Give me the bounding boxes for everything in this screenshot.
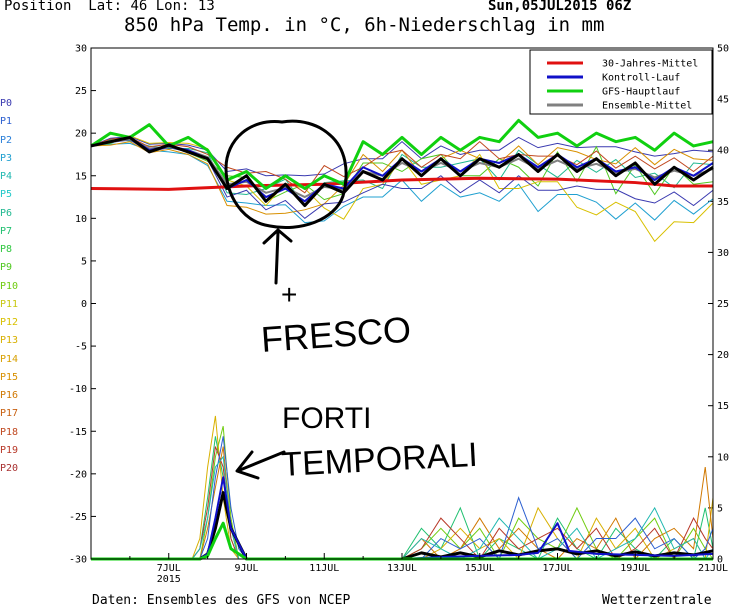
legend-label: GFS-Hauptlauf <box>602 87 680 98</box>
y-right-tick-label: 15 <box>717 401 729 412</box>
y-left-tick-label: 30 <box>75 44 87 55</box>
storms-label-line2: TEMPORALI <box>280 436 478 484</box>
y-right-tick-label: 30 <box>717 248 729 259</box>
member-label-p11: P11 <box>0 298 19 310</box>
legend-label: Ensemble-Mittel <box>602 101 692 112</box>
position-label: Position Lat: 46 Lon: 13 <box>4 0 215 14</box>
y-left-tick-label: 10 <box>75 214 87 225</box>
member-label-p19: P19 <box>0 444 19 456</box>
member-label-p17: P17 <box>0 408 19 420</box>
member-label-p14: P14 <box>0 353 19 365</box>
member-temp-line <box>90 136 714 177</box>
member-precip-line <box>91 415 714 561</box>
legend: 30-Jahres-Mittel Kontroll-Lauf GFS-Hauptla… <box>529 49 713 115</box>
member-label-p2: P2 <box>0 134 13 146</box>
chart-title: 850 hPa Temp. in °C, 6h-Niederschlag in … <box>124 14 605 36</box>
x-tick-label: 21JUL <box>698 563 728 574</box>
member-label-p10: P10 <box>0 280 19 292</box>
member-label-p5: P5 <box>0 189 13 201</box>
member-label-p4: P4 <box>0 171 13 182</box>
y-left-tick-label: -20 <box>69 469 87 480</box>
member-label-p16: P16 <box>0 390 19 401</box>
member-label-p20: P20 <box>0 463 19 474</box>
arrow-temporali <box>235 450 286 480</box>
x-tick-label: 9JUL <box>234 563 258 574</box>
member-label-p12: P12 <box>0 317 19 328</box>
y-right-tick-label: 40 <box>717 146 729 157</box>
y-right-tick-label: 0 <box>717 555 723 566</box>
y-left-tick-label: -10 <box>69 384 87 395</box>
y-right-tick-label: 20 <box>717 350 729 361</box>
y-left-tick-label: 25 <box>75 86 87 97</box>
member-label-p13: P13 <box>0 335 19 347</box>
longitude: Lon: 13 <box>155 0 215 14</box>
member-label-p0: P0 <box>0 98 13 109</box>
member-precip-line <box>91 446 714 561</box>
y-left-tick-label: 5 <box>81 256 87 267</box>
ensemble-member-list: P0 P1 P2 P3 P4 P5 P6 P7 P8 P9 P10 P11 P12 P13 P14 P15 P1… <box>0 98 34 481</box>
run-datetime: Sun,05JUL2015 06Z <box>488 0 632 14</box>
y-left-tick-label: -5 <box>75 342 87 353</box>
x-tick-label: 15JUL <box>465 563 495 574</box>
y-left-tick-label: 20 <box>75 129 87 140</box>
x-tick-label: 7JUL <box>157 563 181 574</box>
member-label-p7: P7 <box>0 225 13 237</box>
legend-box <box>529 49 713 115</box>
y-left-tick-label: 0 <box>81 299 87 310</box>
y-right-tick-label: 10 <box>717 452 729 463</box>
member-precip-line <box>91 436 714 560</box>
data-source: Daten: Ensembles des GFS von NCEP <box>92 593 351 608</box>
y-left-tick-label: -15 <box>69 427 87 438</box>
y-left-tick-label: -30 <box>69 555 87 566</box>
legend-label: 30-Jahres-Mittel <box>602 59 698 70</box>
member-label-p3: P3 <box>0 152 13 164</box>
member-label-p8: P8 <box>0 244 13 255</box>
y-right-tick-label: 45 <box>717 95 729 106</box>
series-gfs-hauptlauf <box>90 118 714 191</box>
y-left-tick-label: -25 <box>69 512 87 523</box>
cooler-sign: + <box>281 279 297 310</box>
x-tick-label: 13JUL <box>387 563 417 574</box>
legend-label: Kontroll-Lauf <box>602 73 680 84</box>
circle-annotation <box>224 119 348 229</box>
storms-label-line1: FORTI <box>282 402 371 435</box>
y-left-tick-label: 15 <box>75 171 87 182</box>
arrow-fresco <box>262 228 293 285</box>
x-tick-label: 11JUL <box>309 563 339 574</box>
member-temp-line <box>90 139 714 207</box>
latitude: Lat: 46 <box>88 0 148 14</box>
y-right-tick-label: 35 <box>717 197 729 208</box>
y-right-tick-label: 50 <box>717 44 729 55</box>
series-line-4 <box>90 135 714 208</box>
x-tick-label: 17JUL <box>542 563 572 574</box>
cooler-label: FRESCO <box>260 309 413 360</box>
member-label-p6: P6 <box>0 207 13 219</box>
plot-frame <box>90 47 714 560</box>
x-tick-label: 19JUL <box>620 563 650 574</box>
y-right-tick-label: 25 <box>717 299 729 310</box>
member-label-p15: P15 <box>0 371 19 383</box>
x-tick-year: 2015 <box>157 574 181 585</box>
member-label-p18: P18 <box>0 426 19 438</box>
member-label-p9: P9 <box>0 262 13 274</box>
y-right-tick-label: 5 <box>717 503 723 514</box>
member-temp-line <box>90 136 714 194</box>
position-text: Position <box>4 0 72 14</box>
brand-label: Wetterzentrale <box>602 593 712 608</box>
member-label-p1: P1 <box>0 116 13 128</box>
member-temp-line <box>90 141 714 215</box>
